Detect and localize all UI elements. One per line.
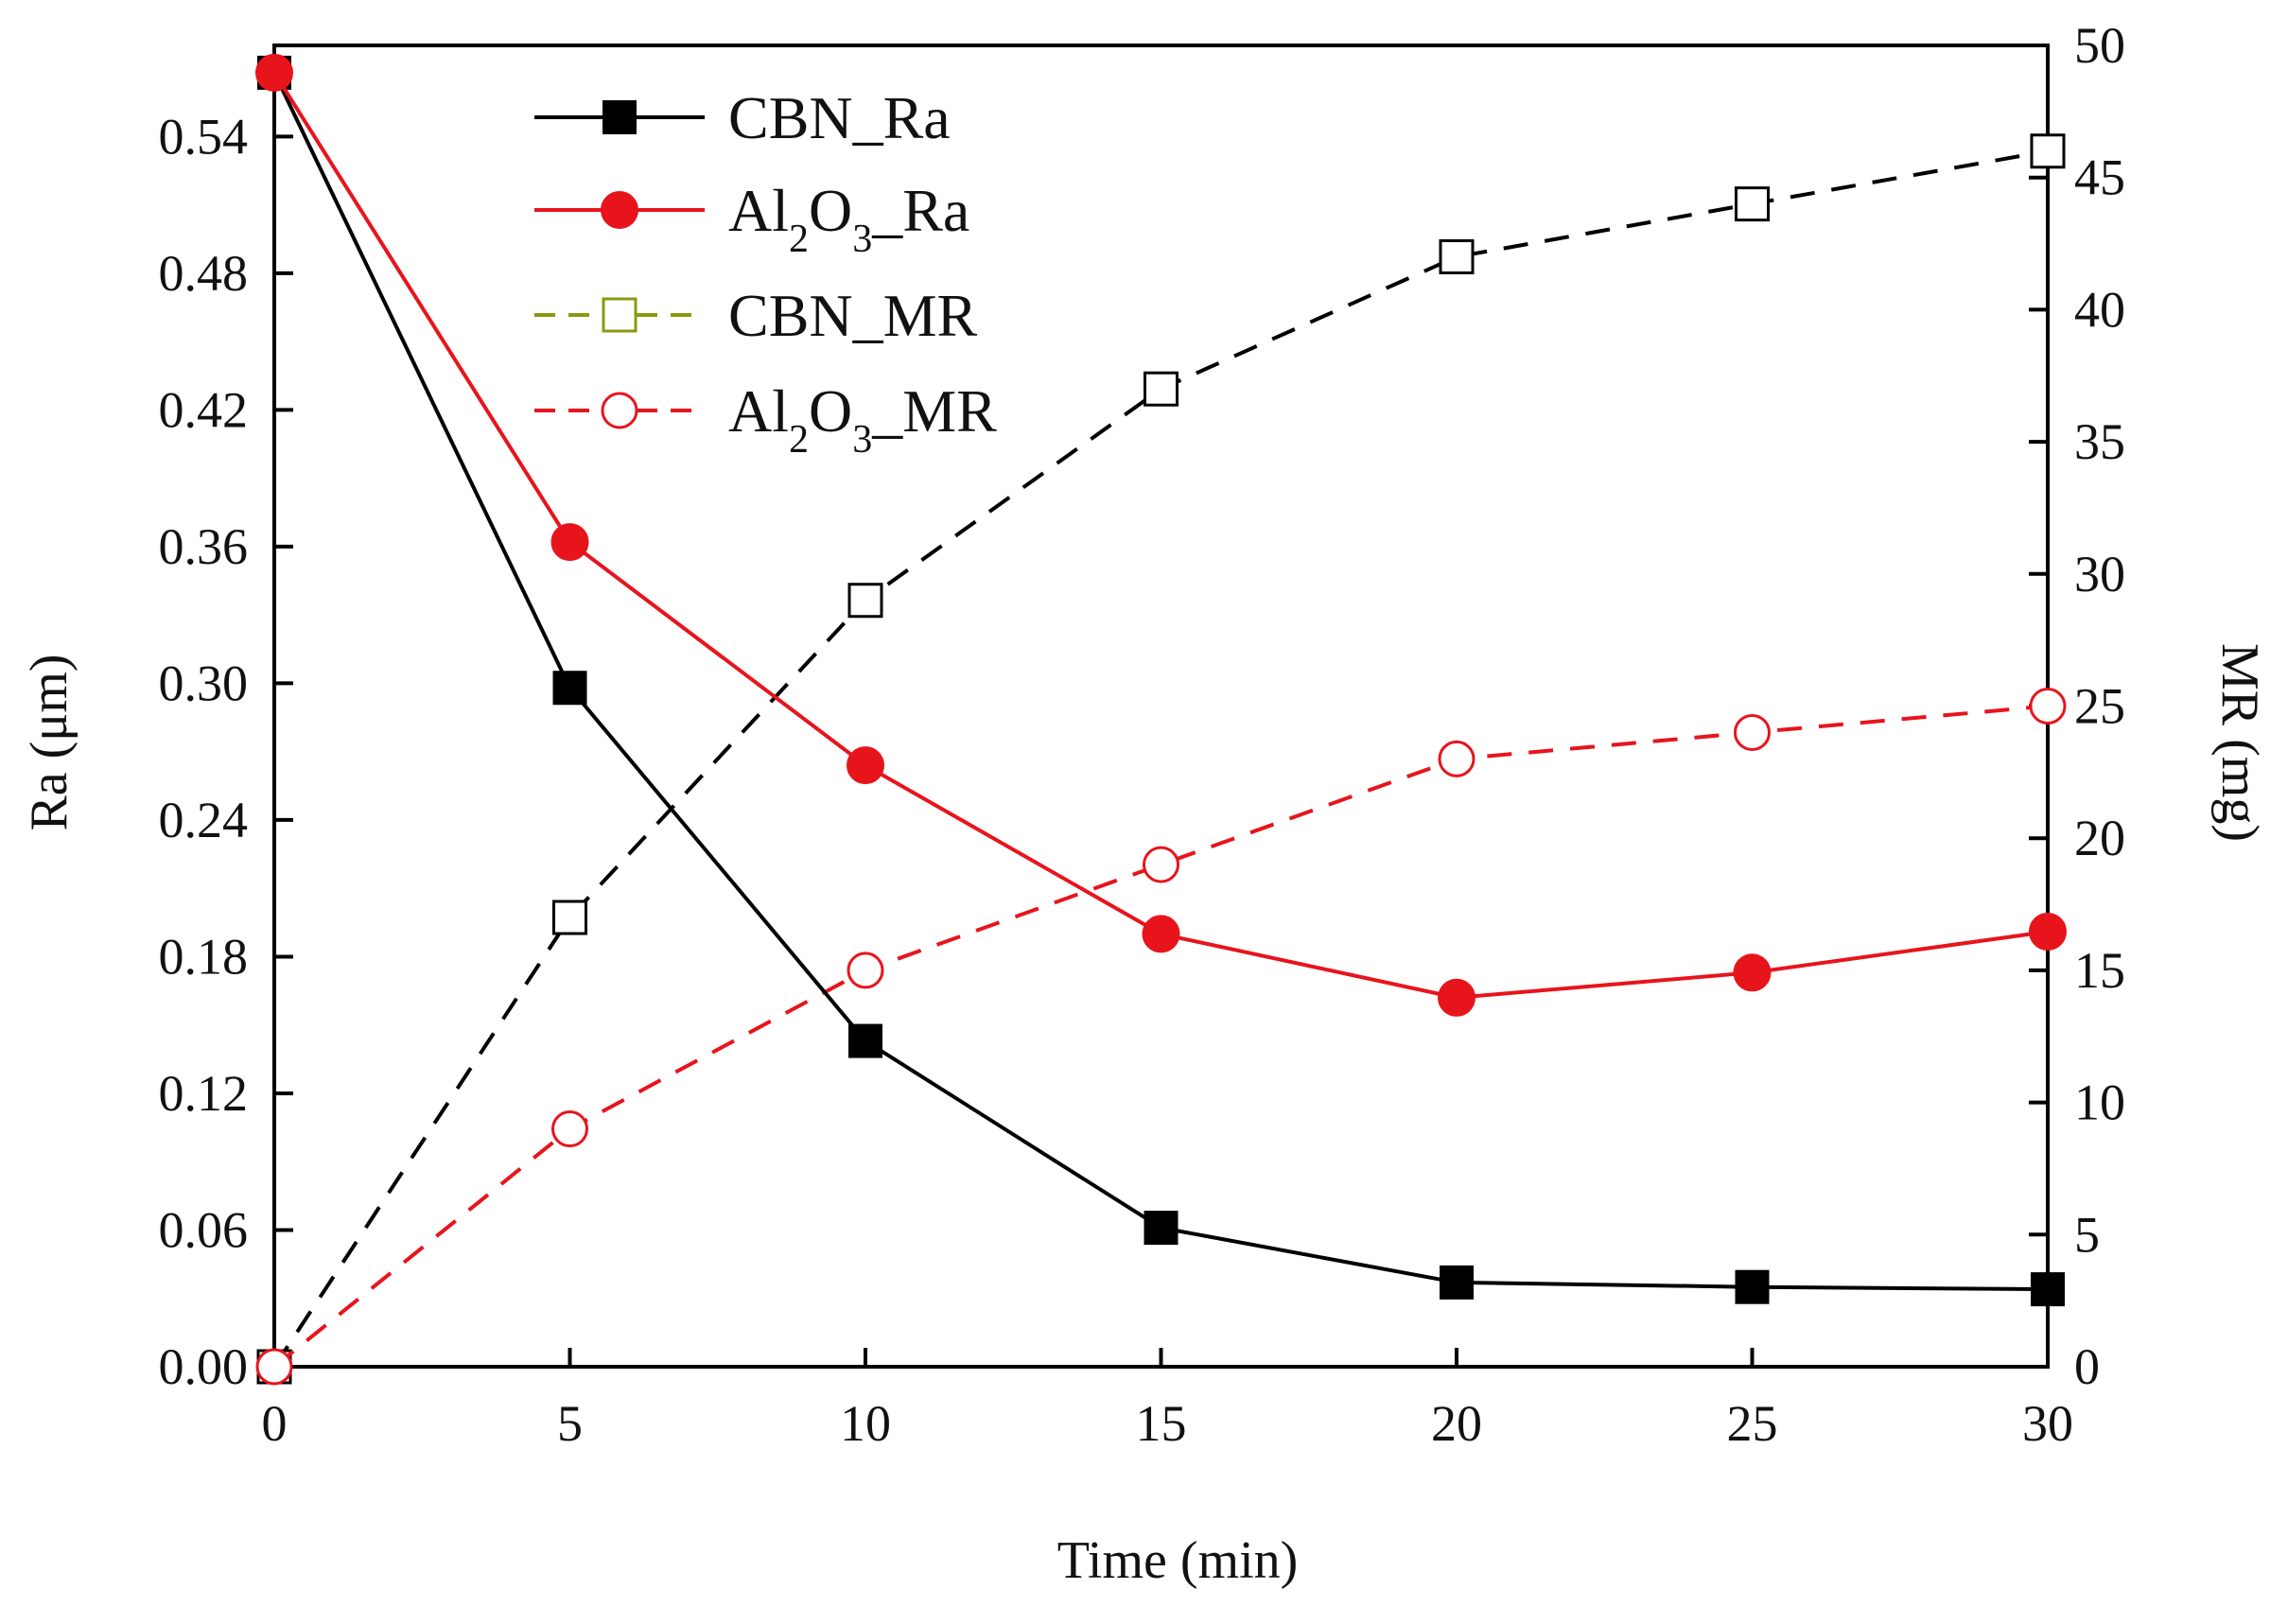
data-point-al2o3-mr (1438, 740, 1476, 777)
data-point-al2o3-mr (847, 952, 884, 989)
data-point-al2o3-ra (847, 746, 884, 785)
y-left-tick-label: 0.54 (159, 108, 249, 165)
y-left-tick-label: 0.24 (159, 792, 249, 848)
legend: CBN_Ra Al2O3_Ra CBN_MR Al2O3_MR (534, 84, 997, 462)
legend-label-cbn-mr: CBN_MR (728, 282, 978, 349)
data-point-cbn-ra (2031, 1272, 2065, 1307)
data-point-al2o3-mr (2029, 688, 2067, 725)
data-point-cbn-ra (1144, 1211, 1179, 1246)
data-point-cbn-ra (848, 1023, 882, 1058)
legend-entry-al2o3-mr: Al2O3_MR (534, 377, 997, 462)
legend-entry-al2o3-ra: Al2O3_Ra (534, 177, 969, 261)
x-axis-title: Time (min) (1057, 1531, 1299, 1590)
data-point-al2o3-ra (255, 53, 293, 92)
y-right-tick-label: 30 (2074, 546, 2125, 602)
data-point-cbn-mr (1735, 186, 1770, 222)
series-cbn-ra (257, 55, 2065, 1307)
y-left-tick-label: 0.48 (159, 245, 249, 302)
series-line-cbn-ra (272, 72, 2049, 1292)
y-left-tick-label: 0.18 (159, 928, 249, 985)
x-tick-label: 5 (557, 1395, 583, 1452)
data-point-al2o3-ra (1438, 978, 1476, 1017)
y-left-tick-label: 0.06 (159, 1201, 249, 1258)
data-point-cbn-mr (552, 899, 587, 935)
x-tick-label: 0 (262, 1395, 288, 1452)
data-point-al2o3-mr (1734, 713, 1771, 751)
data-point-al2o3-ra (2029, 912, 2067, 951)
y-right-tick-label: 15 (2074, 942, 2125, 999)
x-tick-label: 10 (840, 1395, 891, 1452)
series-line-cbn-mr (272, 148, 2049, 1369)
x-tick-label: 25 (1727, 1395, 1778, 1452)
x-tick-label: 15 (1136, 1395, 1187, 1452)
data-point-cbn-ra (1440, 1265, 1474, 1300)
legend-marker-al2o3-mr (601, 392, 638, 429)
y-axis-right-title: MR (mg) (2210, 643, 2269, 842)
legend-marker-cbn-mr (602, 297, 637, 333)
y-left-tick-label: 0.30 (159, 655, 249, 711)
legend-marker-cbn-ra (602, 100, 637, 134)
legend-label-al2o3-ra: Al2O3_Ra (728, 177, 969, 261)
data-point-al2o3-mr (1143, 846, 1179, 883)
legend-entry-cbn-ra: CBN_Ra (534, 84, 951, 151)
x-tick-label: 30 (2022, 1395, 2073, 1452)
data-point-cbn-mr (847, 583, 883, 619)
y-right-tick-label: 45 (2074, 149, 2125, 206)
series-al2o3-ra (255, 53, 2067, 1017)
x-tick-label: 20 (1431, 1395, 1482, 1452)
data-point-cbn-mr (2030, 133, 2066, 169)
y-left-tick-label: 0.00 (159, 1338, 249, 1395)
series-line-al2o3-mr (272, 704, 2049, 1369)
axes-ticks: 0 5 10 15 20 25 30 0.00 0.06 0.12 0.18 0.24 0.30 0.36… (159, 17, 2126, 1452)
data-point-al2o3-mr (255, 1348, 293, 1386)
legend-entry-cbn-mr: CBN_MR (534, 282, 978, 349)
series-cbn-mr (256, 133, 2066, 1385)
y-right-tick-label: 0 (2074, 1338, 2100, 1395)
legend-label-al2o3-mr: Al2O3_MR (728, 377, 997, 462)
plot-frame (272, 44, 2050, 1369)
data-point-cbn-mr (1144, 371, 1179, 407)
series-al2o3-mr (255, 688, 2067, 1386)
y-right-tick-label: 20 (2074, 810, 2125, 866)
y-right-tick-label: 10 (2074, 1074, 2125, 1131)
data-point-cbn-ra (552, 671, 587, 706)
y-right-tick-label: 25 (2074, 678, 2125, 735)
data-point-al2o3-mr (551, 1110, 588, 1148)
plot-border (272, 44, 2050, 1369)
y-right-tick-label: 35 (2074, 413, 2125, 470)
y-left-tick-label: 0.12 (159, 1065, 249, 1122)
data-point-cbn-ra (1735, 1269, 1770, 1304)
data-point-cbn-mr (1439, 239, 1475, 275)
series-layer (255, 53, 2067, 1386)
y-left-tick-label: 0.42 (159, 381, 249, 438)
y-left-tick-label: 0.36 (159, 518, 249, 575)
legend-label-cbn-ra: CBN_Ra (728, 84, 951, 151)
data-point-al2o3-ra (550, 523, 589, 562)
y-right-tick-label: 5 (2074, 1206, 2100, 1263)
data-point-al2o3-ra (1733, 953, 1772, 992)
y-right-tick-label: 40 (2074, 281, 2125, 338)
data-point-al2o3-ra (1142, 915, 1180, 953)
legend-marker-al2o3-ra (601, 191, 638, 229)
y-axis-left-title: Ra (μm) (20, 654, 79, 830)
y-right-tick-label: 50 (2074, 17, 2125, 74)
